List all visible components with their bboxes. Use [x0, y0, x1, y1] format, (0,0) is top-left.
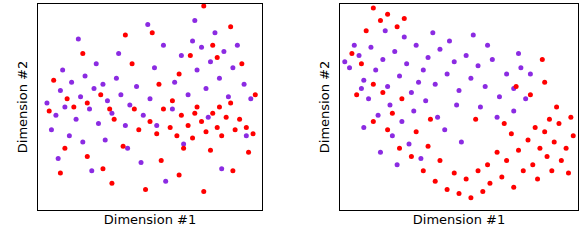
svg-text:Dimension #2: Dimension #2: [15, 61, 30, 153]
svg-text:Dimension #1: Dimension #1: [104, 212, 196, 227]
svg-text:Dimension #1: Dimension #1: [413, 212, 505, 227]
svg-text:Dimension #2: Dimension #2: [317, 61, 332, 153]
